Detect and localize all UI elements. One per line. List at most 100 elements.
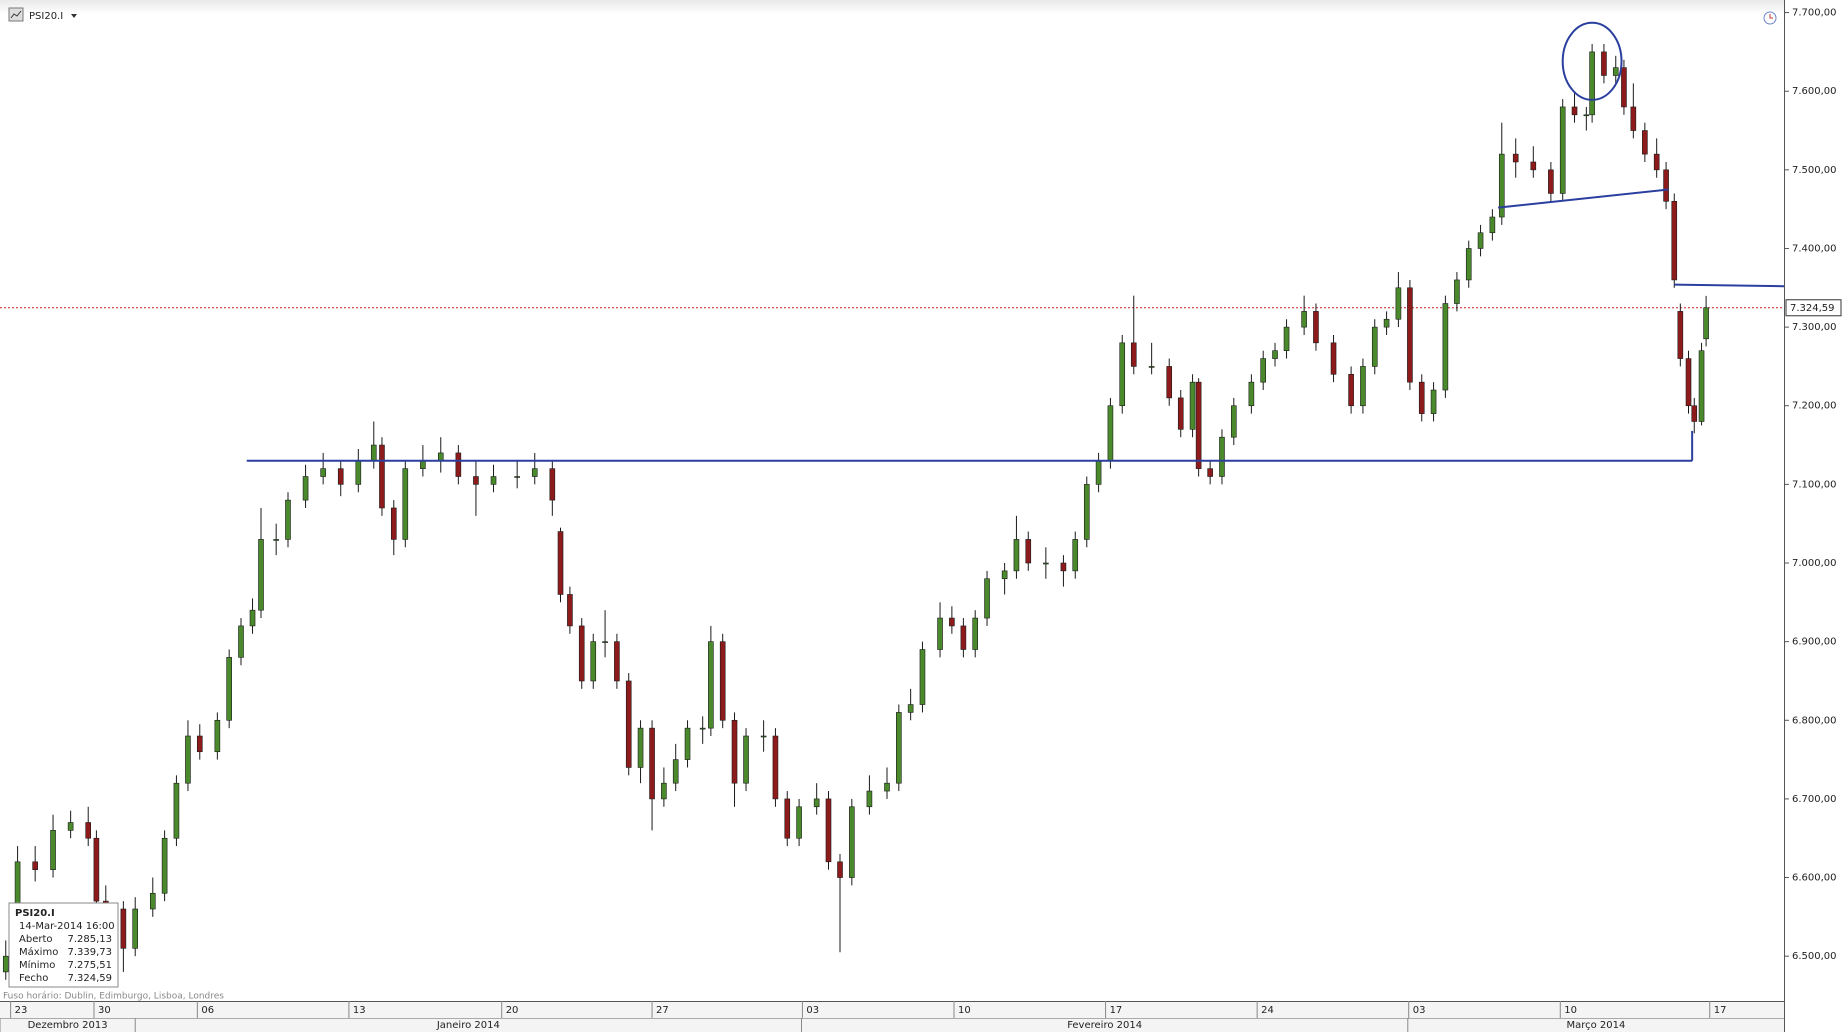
- overlay: [246, 21, 1785, 462]
- top-shade: [0, 0, 1784, 14]
- candle-body: [1060, 562, 1067, 572]
- info-value: 7.275,51: [67, 960, 112, 971]
- candle-body: [984, 578, 990, 619]
- candle-body: [625, 680, 632, 768]
- x-tick-label: 03: [1413, 1005, 1426, 1016]
- header[interactable]: PSI20.I: [8, 7, 77, 22]
- candle-body: [1621, 67, 1627, 108]
- candle-body: [937, 617, 943, 650]
- candle-body: [849, 806, 855, 878]
- candle-body: [473, 476, 479, 485]
- candle-body: [796, 806, 802, 839]
- candle-body: [1130, 342, 1137, 367]
- candle-body: [1671, 201, 1678, 281]
- info-label: Mínimo: [19, 959, 55, 971]
- candle-body: [1095, 460, 1102, 485]
- candle-body: [132, 908, 139, 949]
- info-title: PSI20.I: [15, 908, 55, 919]
- candle-body: [1148, 366, 1155, 368]
- annotation-ellipse: [1561, 21, 1623, 101]
- candle-body: [370, 444, 377, 462]
- y-tick-label: 6.500,00: [1792, 951, 1837, 962]
- candle-body: [1272, 350, 1278, 359]
- info-label: Aberto: [19, 934, 53, 945]
- candle-body: [1454, 279, 1460, 304]
- candle-body: [226, 657, 232, 721]
- candle-body: [661, 782, 667, 800]
- candle-body: [1477, 232, 1484, 249]
- candle-body: [731, 719, 738, 784]
- x-tick-label: 03: [806, 1005, 819, 1016]
- candle-body: [1230, 405, 1237, 438]
- candle-body: [302, 476, 309, 501]
- candle-body: [1559, 106, 1566, 194]
- info-date: 14-Mar-2014 16:00: [19, 921, 115, 932]
- candle-body: [1703, 307, 1709, 340]
- candle-body: [1601, 51, 1607, 76]
- candle-body: [1642, 130, 1648, 155]
- candle-body: [1548, 169, 1554, 194]
- candle-body: [161, 837, 168, 894]
- candle-body: [1083, 484, 1090, 540]
- candle-body: [949, 617, 955, 627]
- candle-body: [1313, 311, 1319, 344]
- candle-body: [549, 468, 556, 501]
- candle-body: [1207, 468, 1213, 477]
- candle-body: [1371, 326, 1378, 367]
- candle-body: [1025, 539, 1032, 564]
- candle-body: [1512, 153, 1519, 163]
- info-label: Máximo: [19, 946, 58, 958]
- y-tick-label: 7.500,00: [1792, 165, 1837, 176]
- candle-body: [1663, 169, 1669, 202]
- x-tick-label: 17: [1714, 1005, 1727, 1016]
- candle-body: [1248, 381, 1255, 407]
- candle-body: [567, 594, 573, 627]
- candle-body: [1330, 342, 1337, 375]
- clock-icon[interactable]: [1763, 11, 1777, 25]
- candle-body: [1677, 311, 1684, 359]
- x-axis-area: [0, 1001, 1784, 1032]
- candle-body: [1698, 350, 1705, 422]
- y-tick-label: 7.100,00: [1792, 479, 1837, 490]
- candle-body: [1348, 373, 1354, 407]
- candle-body: [743, 735, 749, 784]
- candle-body: [437, 452, 444, 462]
- candle-body: [1612, 67, 1619, 76]
- info-box-frame: [8, 902, 119, 988]
- candle-body: [249, 609, 256, 627]
- candle-body: [602, 641, 608, 643]
- candle-body: [1691, 405, 1698, 422]
- candle-body: [67, 822, 74, 831]
- candle-body: [649, 727, 655, 800]
- candle-body: [514, 476, 520, 478]
- candle-body: [972, 617, 979, 650]
- info-value: 7.339,73: [67, 947, 112, 958]
- instrument-name[interactable]: PSI20.I: [29, 11, 63, 22]
- candle-body: [2, 955, 9, 973]
- candle-body: [379, 444, 385, 509]
- x-tick-label: 06: [201, 1005, 214, 1016]
- candle-body: [1383, 318, 1390, 328]
- y-tick-label: 7.700,00: [1792, 8, 1837, 19]
- candle-body: [1119, 342, 1126, 407]
- candle-body: [273, 539, 279, 541]
- candle-body: [1072, 539, 1079, 572]
- candle-body: [1653, 153, 1660, 171]
- month-label: Fevereiro 2014: [1067, 1020, 1142, 1031]
- candle-body: [590, 641, 597, 682]
- candle-body: [1301, 311, 1307, 328]
- candle-body: [837, 861, 843, 878]
- candle-body: [1107, 405, 1114, 462]
- candle-body: [578, 625, 585, 682]
- dropdown-arrow[interactable]: [71, 14, 77, 18]
- candle-body: [708, 641, 714, 729]
- x-tick-label: 23: [15, 1005, 28, 1016]
- candle-body: [238, 625, 244, 658]
- candle-body: [1189, 381, 1196, 430]
- candle-body: [1530, 161, 1537, 171]
- candle-body: [490, 476, 497, 485]
- instrument-icon-glyph: [10, 10, 22, 19]
- candle-body: [960, 625, 967, 650]
- y-tick-label: 7.400,00: [1792, 243, 1837, 254]
- candle-body: [1630, 106, 1637, 131]
